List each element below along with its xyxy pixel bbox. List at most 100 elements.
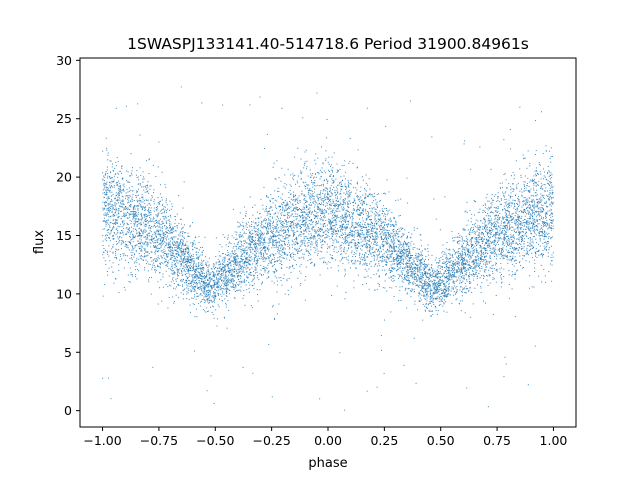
data-point [478, 260, 480, 262]
data-point [288, 217, 290, 219]
data-point [201, 262, 203, 264]
data-point [437, 283, 439, 285]
data-point [495, 211, 497, 213]
data-point [136, 205, 138, 207]
data-point [518, 231, 520, 233]
data-point [107, 232, 109, 234]
data-point [228, 254, 230, 256]
data-point [472, 271, 474, 273]
data-point [149, 188, 151, 190]
data-point [429, 281, 431, 283]
data-point [253, 243, 255, 245]
data-point [343, 216, 345, 218]
data-point [204, 299, 206, 301]
data-point [544, 191, 546, 193]
data-point [268, 207, 270, 209]
data-point [228, 263, 230, 265]
data-point [378, 265, 380, 267]
data-point [489, 247, 491, 249]
data-point [506, 226, 508, 228]
data-point [478, 253, 480, 255]
data-point [316, 206, 318, 208]
data-point [389, 209, 391, 211]
data-point [528, 287, 530, 289]
data-point [222, 263, 224, 265]
data-point [308, 244, 310, 246]
data-point [416, 228, 418, 230]
data-point [139, 198, 141, 200]
data-point [455, 299, 457, 301]
data-point [119, 188, 121, 190]
data-point [348, 235, 350, 237]
data-point [364, 193, 366, 195]
data-point [183, 279, 185, 281]
data-point [243, 266, 245, 268]
data-point [110, 231, 112, 233]
data-point [126, 223, 128, 225]
data-point [346, 234, 348, 236]
data-point [296, 241, 298, 243]
data-point [343, 192, 345, 194]
data-point [208, 283, 210, 285]
data-point [526, 182, 528, 184]
data-point [174, 219, 176, 221]
data-point [122, 203, 124, 205]
data-point [180, 86, 182, 88]
data-point [352, 202, 354, 204]
data-point [272, 202, 274, 204]
data-point [260, 264, 262, 266]
data-point [202, 276, 204, 278]
data-point [442, 262, 444, 264]
data-point [114, 250, 116, 252]
data-point [430, 266, 432, 268]
data-point [355, 243, 357, 245]
data-point [426, 271, 428, 273]
data-point [523, 235, 525, 237]
data-point [463, 259, 465, 261]
data-point [369, 208, 371, 209]
data-point [372, 225, 374, 227]
data-point [530, 245, 532, 247]
data-point [117, 211, 119, 213]
data-point [496, 220, 498, 222]
data-point [385, 219, 387, 221]
data-point [202, 260, 204, 262]
data-point [117, 172, 119, 174]
data-point [297, 182, 299, 184]
data-point [138, 234, 140, 236]
data-point [112, 235, 114, 237]
data-point [543, 184, 545, 186]
data-point [408, 245, 410, 247]
data-point [495, 264, 497, 266]
data-point [246, 254, 248, 256]
data-point [514, 278, 516, 280]
data-point [161, 257, 163, 259]
data-point [142, 242, 144, 244]
data-point [535, 210, 537, 212]
data-point [189, 285, 191, 287]
data-point [148, 206, 150, 208]
data-point [322, 239, 324, 241]
data-point [232, 285, 234, 287]
data-point [161, 262, 163, 264]
data-point [218, 282, 220, 284]
data-point [529, 223, 531, 225]
data-point [198, 249, 200, 251]
data-point [269, 235, 271, 237]
data-point [163, 212, 165, 214]
data-point [508, 194, 510, 196]
data-point [263, 240, 265, 242]
data-point [361, 256, 363, 258]
data-point [325, 211, 327, 213]
data-point [272, 241, 274, 243]
data-point [281, 245, 283, 247]
data-point [282, 277, 284, 279]
data-point [131, 201, 133, 203]
data-point [509, 245, 511, 247]
data-point [134, 212, 136, 214]
data-point [379, 252, 381, 254]
data-point [431, 276, 433, 278]
data-point [294, 195, 296, 197]
data-point [194, 290, 196, 292]
data-point [224, 276, 226, 278]
